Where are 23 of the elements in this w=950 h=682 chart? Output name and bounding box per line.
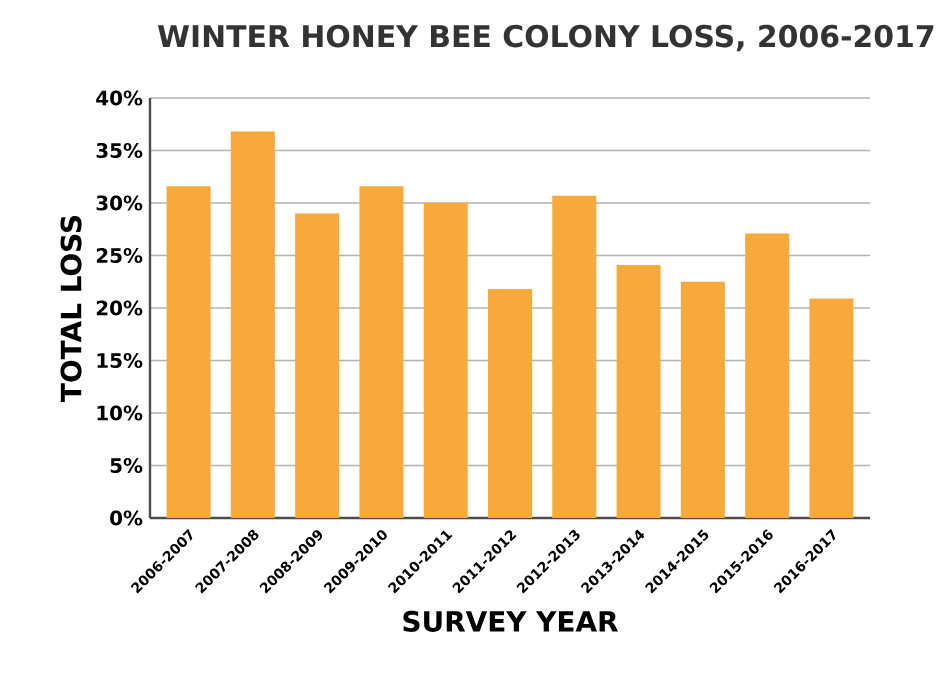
bar <box>359 186 404 518</box>
y-tick-label: 0% <box>110 510 143 526</box>
y-tick-label: 40% <box>96 90 143 106</box>
y-tick-label: 20% <box>96 300 143 316</box>
y-tick-label: 15% <box>97 352 143 369</box>
bar <box>295 213 340 518</box>
bar <box>488 289 533 518</box>
bar <box>230 131 275 518</box>
bar <box>616 264 661 518</box>
chart-title: WINTER HONEY BEE COLONY LOSS, 2006-2017 <box>157 24 934 52</box>
bar <box>552 195 597 518</box>
y-axis-title: TOTAL LOSS <box>60 216 82 402</box>
y-tick-label: 35% <box>96 142 143 159</box>
bar <box>680 281 725 518</box>
x-axis-title: SURVEY YEAR <box>403 610 618 632</box>
y-tick-label: 30% <box>96 195 143 211</box>
bar <box>809 298 854 518</box>
y-tick-label: 5% <box>110 457 143 474</box>
bar <box>423 203 468 518</box>
bar <box>166 186 211 518</box>
bar <box>745 233 790 518</box>
y-tick-label: 10% <box>97 405 143 421</box>
y-tick-label: 25% <box>96 247 143 264</box>
